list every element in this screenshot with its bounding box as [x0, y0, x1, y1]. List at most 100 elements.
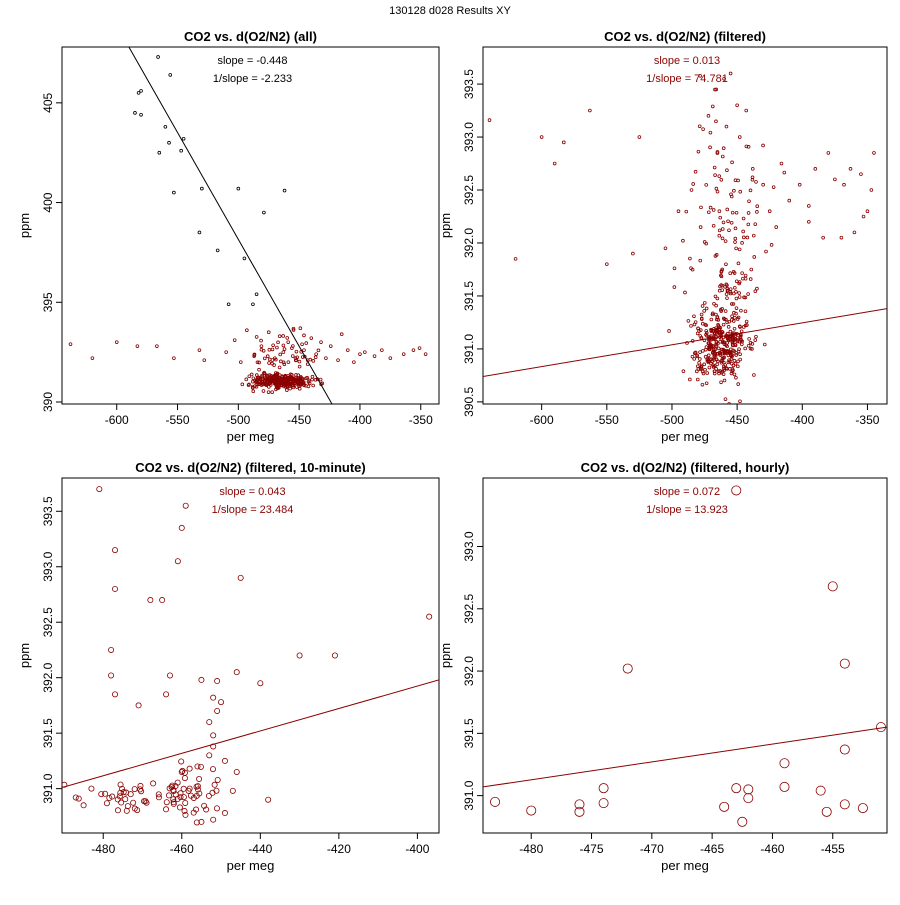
data-point	[672, 266, 677, 271]
data-point	[266, 385, 271, 389]
data-point	[737, 816, 748, 827]
data-point	[274, 387, 278, 392]
data-point	[701, 349, 705, 353]
x-tick-label: -455	[821, 842, 845, 856]
data-point	[304, 376, 308, 381]
data-point	[172, 356, 176, 360]
data-point	[155, 791, 162, 798]
data-point	[179, 767, 186, 774]
data-point	[295, 385, 299, 389]
data-point	[807, 204, 811, 208]
data-point	[707, 365, 712, 370]
regression-line	[128, 47, 333, 404]
data-point	[139, 113, 143, 117]
data-point	[302, 348, 306, 352]
data-point	[257, 360, 261, 365]
data-point	[715, 329, 720, 333]
data-point	[268, 381, 272, 386]
data-point	[807, 219, 811, 224]
data-point	[730, 353, 735, 357]
y-tick-label: 390	[41, 392, 55, 412]
data-point	[720, 356, 725, 361]
data-point	[750, 167, 755, 171]
data-point	[729, 221, 734, 225]
data-point	[852, 230, 857, 235]
data-point	[739, 329, 744, 334]
data-point	[186, 785, 193, 792]
data-point	[695, 369, 699, 374]
data-point	[166, 672, 173, 679]
data-point	[283, 373, 288, 378]
x-tick-label: -465	[700, 842, 724, 856]
data-point	[700, 382, 705, 387]
data-point	[358, 352, 362, 356]
data-point	[738, 334, 743, 339]
data-point	[165, 792, 172, 799]
data-point	[221, 757, 228, 764]
data-point	[726, 325, 731, 329]
data-point	[744, 144, 749, 149]
x-tick-label: -500	[660, 413, 684, 427]
y-tick-label: 392.5	[462, 593, 476, 623]
data-point	[716, 369, 721, 374]
data-point	[112, 547, 119, 554]
data-point	[286, 360, 291, 364]
data-point	[170, 799, 177, 806]
data-point	[712, 369, 717, 373]
data-point	[109, 793, 116, 800]
data-point	[747, 337, 751, 341]
data-point	[123, 807, 130, 814]
data-point	[203, 806, 210, 813]
data-point	[736, 364, 740, 369]
data-point	[748, 188, 753, 193]
data-point	[182, 811, 189, 818]
data-point	[298, 377, 303, 381]
data-point	[163, 799, 170, 806]
data-point	[728, 271, 733, 276]
y-axis-label: ppm	[438, 643, 453, 668]
data-point	[294, 349, 299, 354]
data-point	[254, 335, 259, 339]
data-point	[284, 385, 288, 389]
slope-label: slope = -0.448	[217, 55, 287, 67]
data-point	[271, 343, 275, 348]
data-point	[261, 389, 266, 393]
data-point	[254, 379, 259, 383]
data-point	[815, 785, 826, 796]
data-point	[336, 358, 340, 362]
data-point	[716, 341, 720, 346]
data-point	[119, 785, 126, 792]
data-point	[293, 356, 298, 360]
data-point	[712, 165, 717, 170]
data-point	[276, 379, 281, 384]
data-point	[736, 382, 740, 386]
data-point	[732, 326, 737, 331]
data-point	[714, 303, 718, 308]
data-point	[723, 284, 727, 289]
data-point	[755, 286, 759, 291]
data-point	[859, 172, 863, 176]
data-point	[708, 358, 713, 362]
data-point	[742, 295, 746, 300]
plot-frame	[61, 477, 440, 834]
data-point	[734, 306, 739, 310]
data-point	[252, 352, 257, 357]
data-point	[692, 357, 697, 361]
data-point	[797, 182, 802, 187]
data-point	[313, 355, 318, 360]
data-point	[736, 261, 741, 266]
data-point	[290, 354, 295, 358]
data-point	[727, 358, 731, 362]
data-point	[247, 374, 252, 379]
data-point	[137, 786, 144, 793]
data-point	[771, 185, 776, 189]
y-tick-label: 392.5	[462, 175, 476, 205]
data-point	[112, 585, 119, 592]
data-point	[720, 227, 725, 231]
slope-label: slope = 0.013	[654, 55, 720, 67]
data-point	[782, 170, 787, 175]
data-point	[300, 355, 305, 359]
x-axis-label: per meg	[227, 858, 275, 873]
data-point	[730, 366, 735, 371]
y-tick-label: 393.5	[462, 69, 476, 99]
